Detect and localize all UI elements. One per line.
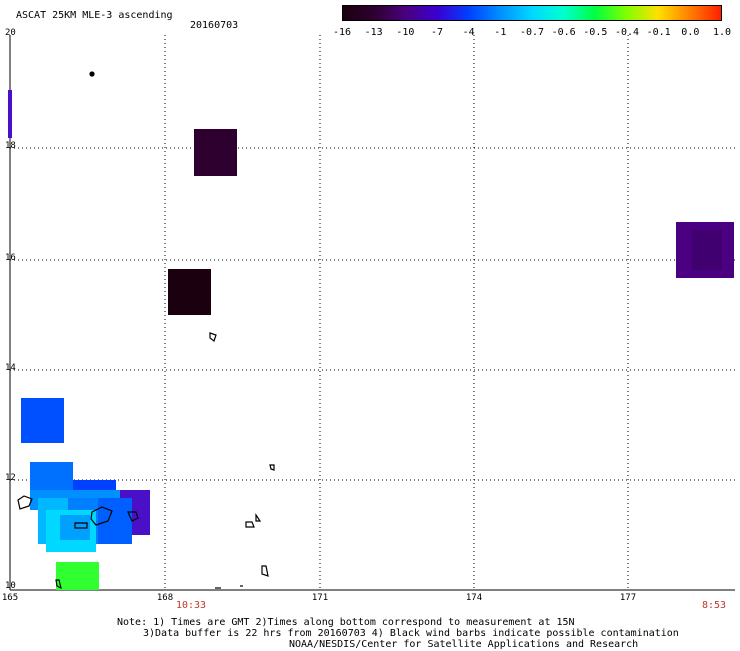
gridlines — [10, 35, 735, 590]
colorbar-tick: -0.7 — [519, 27, 545, 38]
colorbar-tick: -16 — [332, 27, 352, 38]
swath-cell — [8, 90, 12, 138]
colorbar-tick: -0.5 — [583, 27, 608, 38]
footer-note-line3: NOAA/NESDIS/Center for Satellite Applica… — [289, 639, 639, 650]
lon-tick: 174 — [465, 593, 483, 603]
swath-cell — [692, 230, 722, 270]
colorbar-tick: -1 — [494, 27, 507, 38]
time-label: 8:53 — [701, 600, 727, 611]
colorbar-tick: -10 — [396, 27, 415, 38]
chart-date: 20160703 — [190, 20, 239, 31]
chart-title: ASCAT 25KM MLE-3 ascending — [16, 10, 173, 21]
colorbar-tick: -13 — [364, 27, 383, 38]
island-outlines — [17, 71, 275, 590]
lon-tick: 171 — [311, 593, 329, 603]
swath-cell — [194, 129, 237, 176]
lat-tick: 18 — [5, 141, 16, 151]
colorbar-tick: -4 — [462, 27, 475, 38]
footer-note-line2: 3)Data buffer is 22 hrs from 20160703 4)… — [143, 628, 679, 639]
colorbar-tick: -0.1 — [646, 27, 671, 38]
time-label: 10:33 — [175, 600, 207, 611]
lon-tick: 177 — [619, 593, 637, 603]
footer-note-line1: Note: 1) Times are GMT 2)Times along bot… — [117, 617, 575, 628]
colorbar-tick: 1.0 — [712, 27, 732, 38]
colorbar-tick: -0.6 — [551, 27, 576, 38]
lat-tick: 12 — [5, 473, 16, 483]
lat-tick: 16 — [5, 253, 16, 263]
swath-cell — [168, 269, 211, 315]
colorbar — [342, 5, 722, 21]
colorbar-ticks: -16 -13 -10 -7 -4 -1 -0.7 -0.6 -0.5 -0.4 -0.1 0.0 1.… — [330, 27, 740, 39]
colorbar-tick: -0.4 — [614, 27, 640, 38]
lat-tick: 20 — [5, 28, 16, 38]
lat-tick: 14 — [5, 363, 16, 373]
colorbar-tick: 0.0 — [681, 27, 700, 38]
colorbar-tick: -7 — [430, 27, 444, 38]
lon-tick: 165 — [1, 593, 19, 603]
lon-tick: 168 — [156, 593, 174, 603]
swath-cell — [21, 398, 64, 443]
swath-cluster — [30, 462, 150, 590]
lat-tick: 10 — [5, 581, 16, 591]
